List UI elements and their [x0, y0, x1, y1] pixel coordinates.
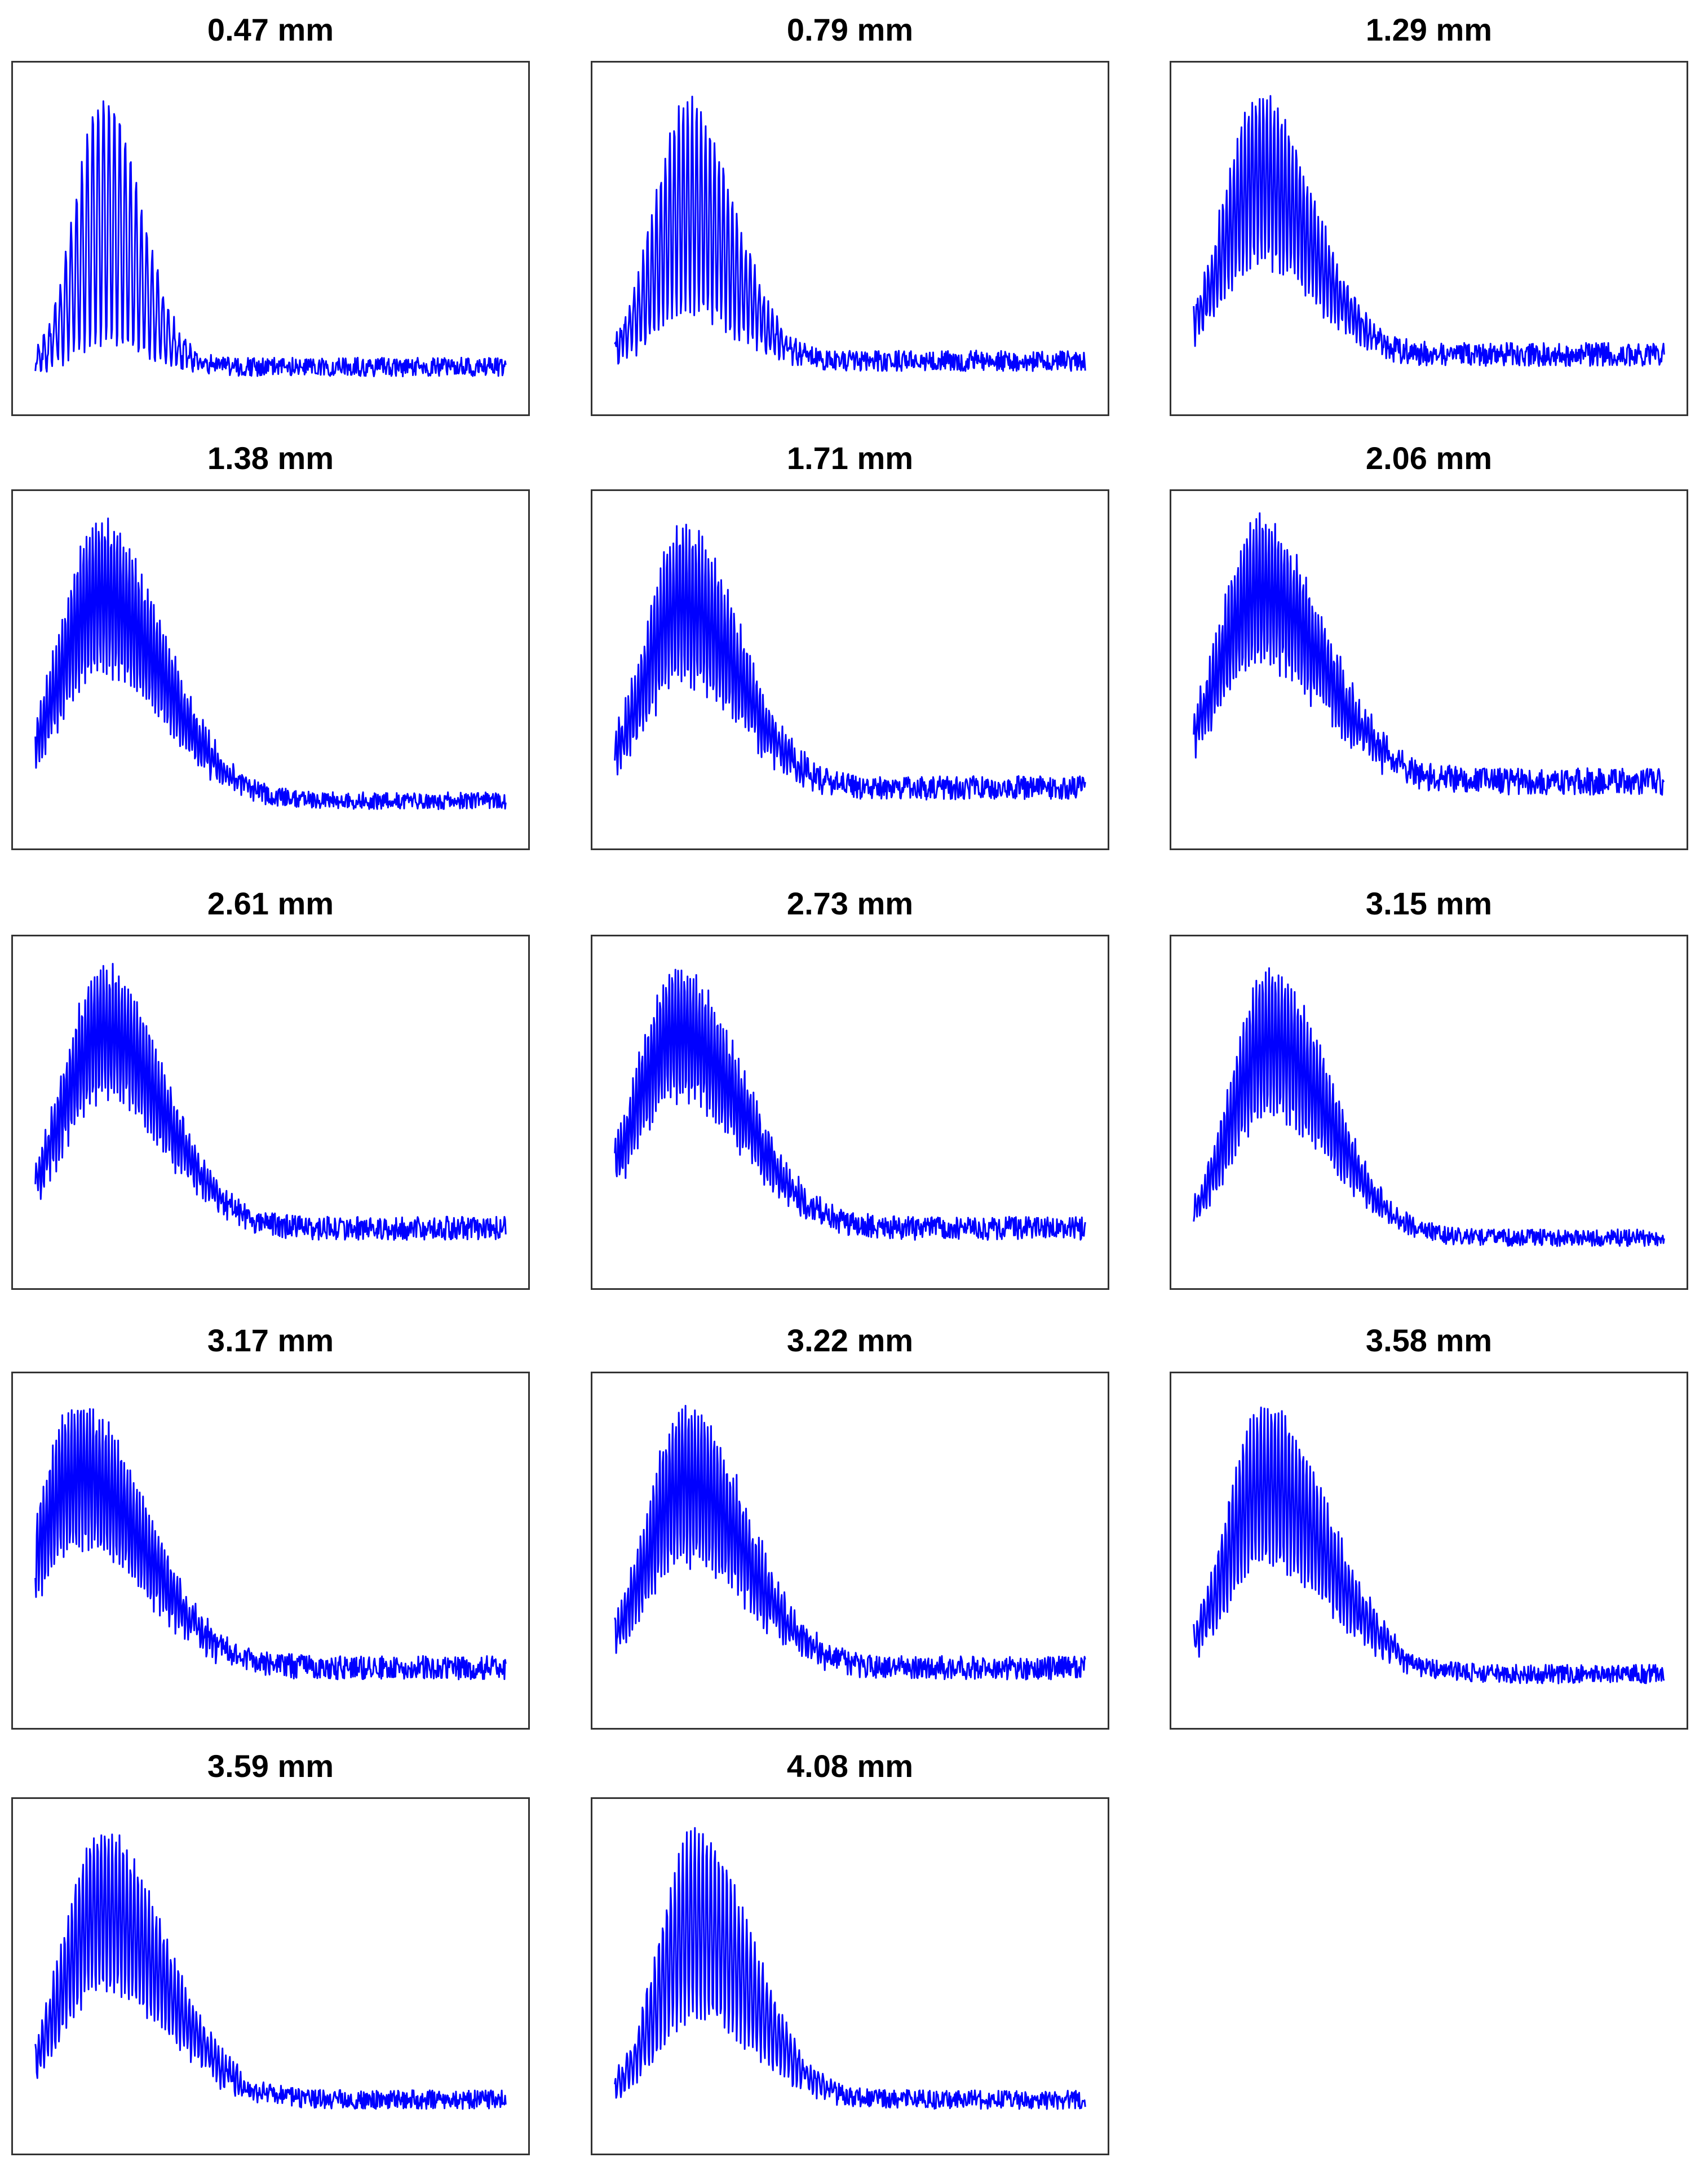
plot-svg [614, 969, 1086, 1241]
plot-svg [1193, 967, 1665, 1247]
chart-panel: 0.79 mm [591, 6, 1109, 416]
chart-panel: 1.71 mm [591, 434, 1109, 850]
chart-panel: 2.73 mm [591, 879, 1109, 1290]
chart-panel: 3.22 mm [591, 1316, 1109, 1730]
chart-title: 4.08 mm [786, 1748, 914, 1784]
plot-area [11, 935, 530, 1290]
plot-area [591, 489, 1109, 850]
plot-area [1170, 489, 1688, 850]
plot-svg [34, 1408, 507, 1681]
signal-trace [1193, 512, 1665, 796]
chart-panel: 1.38 mm [11, 434, 530, 850]
signal-trace [34, 1833, 507, 2110]
plot-area [591, 1372, 1109, 1730]
chart-panel: 3.15 mm [1170, 879, 1688, 1290]
plot-area [11, 61, 530, 416]
chart-panel: 3.17 mm [11, 1316, 530, 1730]
plot-svg [614, 523, 1086, 801]
chart-panel: 4.08 mm [591, 1742, 1109, 2155]
signal-trace [614, 969, 1086, 1241]
chart-title: 3.58 mm [1365, 1323, 1493, 1358]
chart-title: 3.59 mm [207, 1748, 334, 1784]
chart-title: 2.61 mm [207, 886, 334, 921]
chart-title: 3.17 mm [207, 1323, 334, 1358]
plot-svg [34, 100, 507, 378]
chart-title: 1.29 mm [1365, 12, 1493, 47]
chart-panel: 3.58 mm [1170, 1316, 1688, 1730]
signal-trace [614, 1827, 1086, 2110]
plot-area [11, 1372, 530, 1730]
plot-svg [34, 518, 507, 810]
plot-area [11, 489, 530, 850]
plot-svg [1193, 512, 1665, 796]
plot-area [591, 61, 1109, 416]
chart-title: 1.71 mm [786, 440, 914, 476]
chart-panel: 1.29 mm [1170, 6, 1688, 416]
plot-area [591, 935, 1109, 1290]
signal-trace [1193, 1407, 1665, 1685]
chart-title: 0.47 mm [207, 12, 334, 47]
signal-trace [34, 1408, 507, 1681]
plot-area [1170, 935, 1688, 1290]
signal-trace [1193, 95, 1665, 367]
chart-panel: 3.59 mm [11, 1742, 530, 2155]
chart-title: 2.73 mm [786, 886, 914, 921]
signal-trace [1193, 967, 1665, 1247]
plot-area [1170, 1372, 1688, 1730]
plot-area [1170, 61, 1688, 416]
plot-svg [34, 963, 507, 1241]
chart-title: 2.06 mm [1365, 440, 1493, 476]
chart-title: 3.15 mm [1365, 886, 1493, 921]
chart-title: 0.79 mm [786, 12, 914, 47]
signal-trace [614, 523, 1086, 801]
signal-trace [34, 100, 507, 378]
plot-svg [34, 1833, 507, 2110]
plot-svg [1193, 95, 1665, 367]
plot-area [11, 1797, 530, 2155]
signal-trace [34, 518, 507, 810]
chart-panel: 2.61 mm [11, 879, 530, 1290]
plot-svg [614, 95, 1086, 372]
plot-svg [614, 1404, 1086, 1681]
chart-title: 3.22 mm [786, 1323, 914, 1358]
plot-svg [614, 1827, 1086, 2110]
signal-trace [614, 95, 1086, 372]
signal-trace [34, 963, 507, 1241]
signal-trace [614, 1404, 1086, 1681]
chart-panel: 2.06 mm [1170, 434, 1688, 850]
plot-svg [1193, 1407, 1665, 1685]
plot-area [591, 1797, 1109, 2155]
chart-panel: 0.47 mm [11, 6, 530, 416]
chart-title: 1.38 mm [207, 440, 334, 476]
